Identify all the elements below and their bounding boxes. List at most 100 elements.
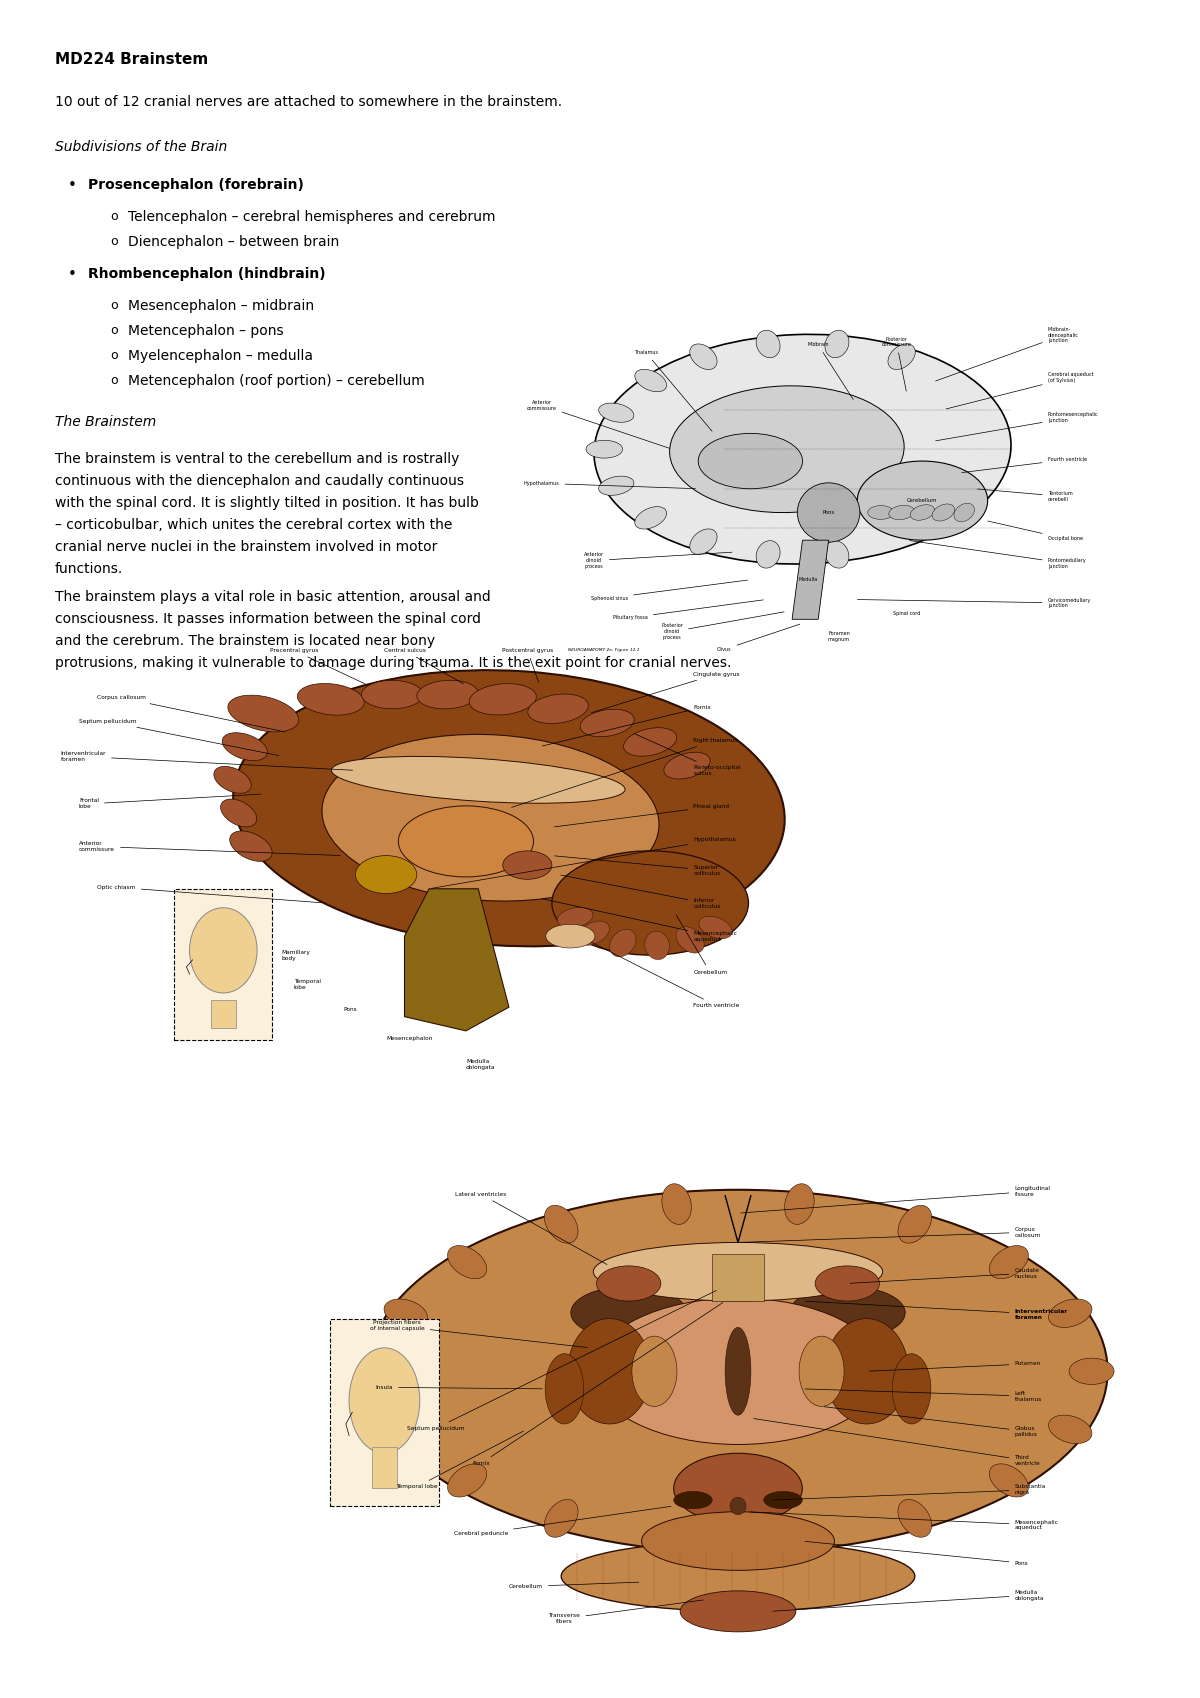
Ellipse shape [384,1414,427,1443]
Ellipse shape [298,684,365,715]
Ellipse shape [632,1336,677,1406]
Ellipse shape [190,908,257,993]
Text: o: o [110,211,118,222]
Text: Cerebral aqueduct
(of Sylvius): Cerebral aqueduct (of Sylvius) [946,372,1093,409]
Text: Substantia
nigra: Substantia nigra [773,1484,1046,1499]
Ellipse shape [673,1491,713,1510]
Text: Occipital bone: Occipital bone [988,521,1082,542]
Text: Corpus
callosum: Corpus callosum [740,1228,1040,1243]
Ellipse shape [680,1591,796,1632]
Ellipse shape [528,694,588,723]
Text: The brainstem plays a vital role in basic attention, arousal and: The brainstem plays a vital role in basi… [55,589,491,604]
FancyBboxPatch shape [211,1000,235,1029]
Ellipse shape [785,1518,814,1559]
Ellipse shape [815,1267,880,1301]
Ellipse shape [954,503,974,521]
Ellipse shape [824,331,848,358]
Ellipse shape [785,1184,814,1224]
Text: Mesencephalic
aqueduct: Mesencephalic aqueduct [750,1511,1058,1530]
Ellipse shape [642,1511,834,1571]
Ellipse shape [593,1297,883,1445]
Text: Telencephalon – cerebral hemispheres and cerebrum: Telencephalon – cerebral hemispheres and… [128,211,496,224]
Ellipse shape [229,830,272,861]
Text: Diencephalon – between brain: Diencephalon – between brain [128,234,340,250]
Text: Midbrain-
diencephalic
junction: Midbrain- diencephalic junction [936,326,1079,380]
Ellipse shape [797,482,860,542]
Text: Putamen: Putamen [869,1362,1040,1372]
Text: •: • [68,267,77,282]
Text: •: • [68,178,77,194]
Text: Inferior
colliculus: Inferior colliculus [560,874,720,908]
Text: Projection fibers
of internal capsule: Projection fibers of internal capsule [370,1321,587,1348]
Ellipse shape [469,684,536,715]
Polygon shape [792,540,828,620]
Text: Sphenoid sinus: Sphenoid sinus [590,581,748,601]
Ellipse shape [1049,1414,1092,1443]
Text: Central sulcus: Central sulcus [384,649,463,684]
Ellipse shape [868,506,894,520]
Ellipse shape [888,345,916,370]
Text: Temporal
lobe: Temporal lobe [294,978,320,990]
Text: Tentorium
cerebelli: Tentorium cerebelli [977,489,1073,501]
Text: Medulla
oblongata: Medulla oblongata [773,1589,1044,1611]
FancyBboxPatch shape [713,1255,763,1301]
Text: Foramen
magnum: Foramen magnum [828,632,850,642]
Text: consciousness. It passes information between the spinal cord: consciousness. It passes information bet… [55,611,481,627]
Text: Subdivisions of the Brain: Subdivisions of the Brain [55,139,227,155]
Ellipse shape [898,1499,931,1537]
Text: o: o [110,350,118,362]
Ellipse shape [790,1287,905,1340]
Text: Hypothalamus: Hypothalamus [432,837,736,888]
Ellipse shape [361,681,422,708]
Ellipse shape [214,766,251,793]
Text: Mamillary
body: Mamillary body [282,951,311,961]
Text: Septum pellucidum: Septum pellucidum [79,718,278,756]
Ellipse shape [448,1464,487,1498]
Text: Spinal cord: Spinal cord [893,611,920,616]
Text: Metencephalon – pons: Metencephalon – pons [128,324,283,338]
Text: Cerebral peduncle: Cerebral peduncle [454,1506,671,1537]
Text: Pontomedullary
junction: Pontomedullary junction [910,540,1086,569]
Ellipse shape [368,1190,1108,1552]
Text: Cerebellum: Cerebellum [509,1583,638,1589]
Text: Pituitary fossa: Pituitary fossa [613,599,763,620]
Text: Postcentral gyrus: Postcentral gyrus [502,649,553,683]
Ellipse shape [698,433,803,489]
Ellipse shape [690,528,718,555]
Text: Fourth ventricle: Fourth ventricle [961,457,1087,472]
Ellipse shape [670,385,904,513]
Text: Rhombencephalon (hindbrain): Rhombencephalon (hindbrain) [88,267,325,280]
Text: Third
ventricle: Third ventricle [754,1418,1040,1465]
Text: Anterior
commissure: Anterior commissure [527,399,670,448]
Ellipse shape [384,1299,427,1328]
Text: functions.: functions. [55,562,124,576]
Ellipse shape [610,929,636,956]
Text: Globus
pallidus: Globus pallidus [824,1406,1037,1437]
Text: Medulla: Medulla [798,577,817,582]
Ellipse shape [503,851,552,880]
Text: Fornix: Fornix [472,1302,722,1465]
Ellipse shape [562,1542,914,1611]
Ellipse shape [763,1491,803,1510]
Text: MD224 Brainstem: MD224 Brainstem [55,53,209,66]
Ellipse shape [221,800,257,827]
Polygon shape [404,888,509,1031]
Text: Pons: Pons [805,1542,1028,1566]
Ellipse shape [331,756,625,803]
Text: The Brainstem: The Brainstem [55,414,156,430]
Ellipse shape [355,856,416,893]
Ellipse shape [898,1206,931,1243]
Text: Frontal
lobe: Frontal lobe [79,795,260,810]
Text: Medulla
oblongata: Medulla oblongata [466,1060,496,1070]
Text: Parieto-occipital
sulcus: Parieto-occipital sulcus [635,734,740,776]
Text: Optic chiasm: Optic chiasm [97,885,322,903]
Ellipse shape [989,1246,1028,1279]
Ellipse shape [552,851,749,954]
Ellipse shape [676,927,704,953]
Text: Interventricular
foramen: Interventricular foramen [805,1301,1068,1319]
Ellipse shape [599,402,634,423]
Ellipse shape [545,1206,578,1243]
Ellipse shape [362,1358,407,1384]
Text: Pineal gland: Pineal gland [554,805,730,827]
Text: Cerebellum: Cerebellum [907,498,937,503]
